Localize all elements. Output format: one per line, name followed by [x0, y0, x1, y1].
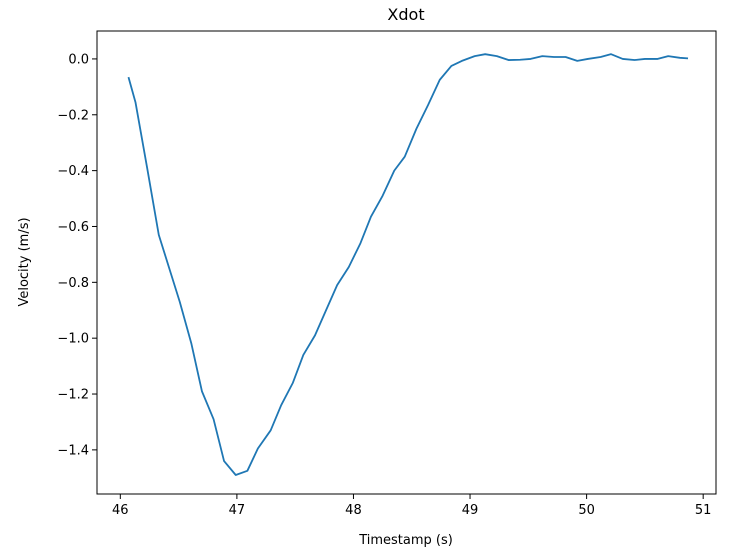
y-tick-label: −0.8: [57, 276, 89, 291]
y-tick-label: −1.4: [57, 443, 89, 458]
y-tick-label: −1.0: [57, 332, 89, 347]
y-tick-label: −0.6: [57, 220, 89, 235]
chart-title: Xdot: [387, 5, 424, 24]
x-tick-label: 50: [578, 503, 595, 518]
x-tick-label: 47: [229, 503, 246, 518]
y-tick-label: 0.0: [68, 52, 89, 67]
data-line: [127, 53, 689, 476]
y-tick-label: −0.2: [57, 108, 89, 123]
x-tick-label: 51: [695, 503, 712, 518]
x-tick-label: 46: [112, 503, 129, 518]
y-axis-label: Velocity (m/s): [17, 217, 32, 306]
plot-frame: [96, 30, 717, 495]
y-tick-label: −1.2: [57, 388, 89, 403]
y-tick-label: −0.4: [57, 164, 89, 179]
x-tick-label: 48: [345, 503, 362, 518]
x-tick-label: 49: [462, 503, 479, 518]
x-axis-label: Timestamp (s): [358, 533, 453, 548]
